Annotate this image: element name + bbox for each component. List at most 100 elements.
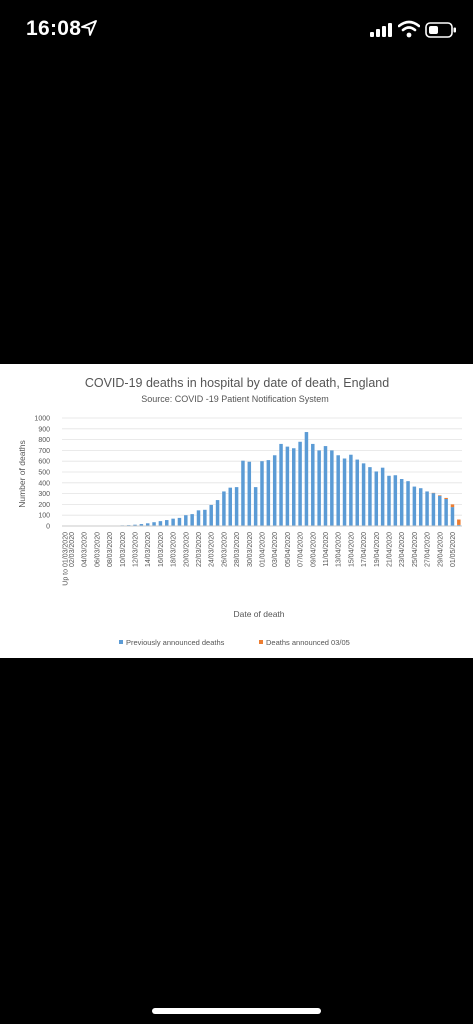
x-tick-label: 29/04/2020 <box>437 532 444 567</box>
bar-previously-announced <box>438 495 442 526</box>
bar-previously-announced <box>355 459 359 526</box>
bar-previously-announced <box>228 487 232 526</box>
x-tick-label: 21/04/2020 <box>386 532 393 567</box>
status-bar: 16:08 <box>0 0 473 60</box>
chart-legend: Previously announced deaths Deaths annou… <box>119 638 350 647</box>
x-tick-label: 20/03/2020 <box>183 532 190 567</box>
y-tick-label: 300 <box>38 491 50 498</box>
x-tick-label: 12/03/2020 <box>133 532 140 567</box>
bar-previously-announced <box>317 450 321 526</box>
legend-swatch-deaths-announced <box>259 640 263 644</box>
y-tick-label: 0 <box>46 524 50 531</box>
x-tick-label: 15/04/2020 <box>348 532 355 567</box>
bar-previously-announced <box>279 443 283 526</box>
bar-previously-announced <box>457 524 461 526</box>
x-tick-label: 25/04/2020 <box>412 532 419 567</box>
x-tick-label: 19/04/2020 <box>374 532 381 567</box>
bar-previously-announced <box>292 448 296 526</box>
bar-previously-announced <box>234 487 239 526</box>
bar-previously-announced <box>387 475 391 526</box>
bar-previously-announced <box>425 491 429 526</box>
x-tick-label: 06/03/2020 <box>94 532 101 567</box>
bar-previously-announced <box>298 441 302 526</box>
y-axis-label: Number of deaths <box>17 440 27 508</box>
bar-previously-announced <box>171 518 175 526</box>
chart-subtitle: Source: COVID -19 Patient Notification S… <box>141 394 329 404</box>
x-tick-label: 11/04/2020 <box>323 532 330 567</box>
y-tick-label: 600 <box>38 459 50 466</box>
bar-previously-announced <box>393 475 398 526</box>
y-tick-label: 900 <box>38 426 50 433</box>
x-tick-label: 05/04/2020 <box>285 532 292 567</box>
x-tick-label: 23/04/2020 <box>399 532 406 567</box>
bar-previously-announced <box>203 509 207 526</box>
bar-previously-announced <box>133 524 137 526</box>
x-tick-label: 22/03/2020 <box>196 532 203 567</box>
x-tick-label: 03/04/2020 <box>272 532 279 567</box>
bar-previously-announced <box>380 467 385 526</box>
bar-previously-announced <box>304 432 309 526</box>
x-tick-label: 24/03/2020 <box>209 532 216 567</box>
location-arrow-icon <box>81 20 97 36</box>
bar-previously-announced <box>323 446 328 526</box>
x-tick-label: 27/04/2020 <box>425 532 432 567</box>
bar-deaths-announced <box>457 519 461 525</box>
bar-previously-announced <box>190 514 194 526</box>
bar-previously-announced <box>311 443 315 526</box>
bar-deaths-announced <box>444 497 448 499</box>
bar-previously-announced <box>260 461 264 526</box>
bar-previously-announced <box>165 520 169 526</box>
y-tick-label: 1000 <box>34 416 50 423</box>
y-tick-label: 200 <box>38 502 50 509</box>
bar-previously-announced <box>215 500 220 526</box>
bar-previously-announced <box>406 481 410 526</box>
x-tick-label: Up to 01/03/2020 <box>63 532 70 586</box>
bar-previously-announced <box>431 493 436 526</box>
x-tick-label: 09/04/2020 <box>310 532 317 567</box>
bar-previously-announced <box>399 479 404 526</box>
bar-previously-announced <box>342 458 347 526</box>
home-indicator[interactable] <box>152 1008 321 1014</box>
x-tick-label: 02/03/2020 <box>69 532 76 567</box>
bar-previously-announced <box>412 486 417 526</box>
bar-previously-announced <box>152 522 156 526</box>
bar-previously-announced <box>253 487 258 526</box>
x-tick-label: 07/04/2020 <box>298 532 305 567</box>
bar-previously-announced <box>330 450 334 526</box>
bar-previously-announced <box>285 446 290 526</box>
x-tick-label: 14/03/2020 <box>145 532 152 567</box>
bar-previously-announced <box>272 455 277 526</box>
bar-previously-announced <box>418 488 423 526</box>
bar-previously-announced <box>145 523 150 526</box>
bar-previously-announced <box>241 460 245 526</box>
x-tick-label: 13/04/2020 <box>336 532 343 567</box>
chart-bars <box>63 432 461 527</box>
x-axis-ticks: Up to 01/03/2020 02/03/2020 04/03/2020 06/0… <box>63 532 457 586</box>
legend-swatch-previously-announced <box>119 640 123 644</box>
bar-previously-announced <box>368 467 372 526</box>
chart-svg: COVID-19 deaths in hospital by date of d… <box>17 376 462 647</box>
bar-previously-announced <box>266 460 271 526</box>
x-tick-label: 26/03/2020 <box>221 532 228 567</box>
bar-previously-announced <box>177 517 182 526</box>
y-tick-label: 700 <box>38 448 50 455</box>
bar-previously-announced <box>361 463 366 526</box>
bar-previously-announced <box>336 455 340 526</box>
bar-previously-announced <box>196 510 201 526</box>
bar-previously-announced <box>158 521 163 526</box>
bar-previously-announced <box>374 471 379 526</box>
y-axis-ticks: 0 100 200 300 400 500 600 700 800 900 1000 <box>34 416 50 531</box>
bar-previously-announced <box>139 524 144 526</box>
bar-previously-announced <box>444 499 448 526</box>
cellular-signal-icon <box>370 23 392 37</box>
x-tick-label: 16/03/2020 <box>158 532 165 567</box>
x-tick-label: 01/05/2020 <box>450 532 457 567</box>
legend-label-previously-announced: Previously announced deaths <box>126 638 225 647</box>
y-tick-label: 100 <box>38 513 50 520</box>
bar-deaths-announced <box>450 504 455 508</box>
bar-previously-announced <box>247 461 252 526</box>
bar-previously-announced <box>349 454 353 526</box>
y-tick-label: 800 <box>38 437 50 444</box>
y-tick-label: 400 <box>38 480 50 487</box>
x-axis-label: Date of death <box>233 609 284 619</box>
